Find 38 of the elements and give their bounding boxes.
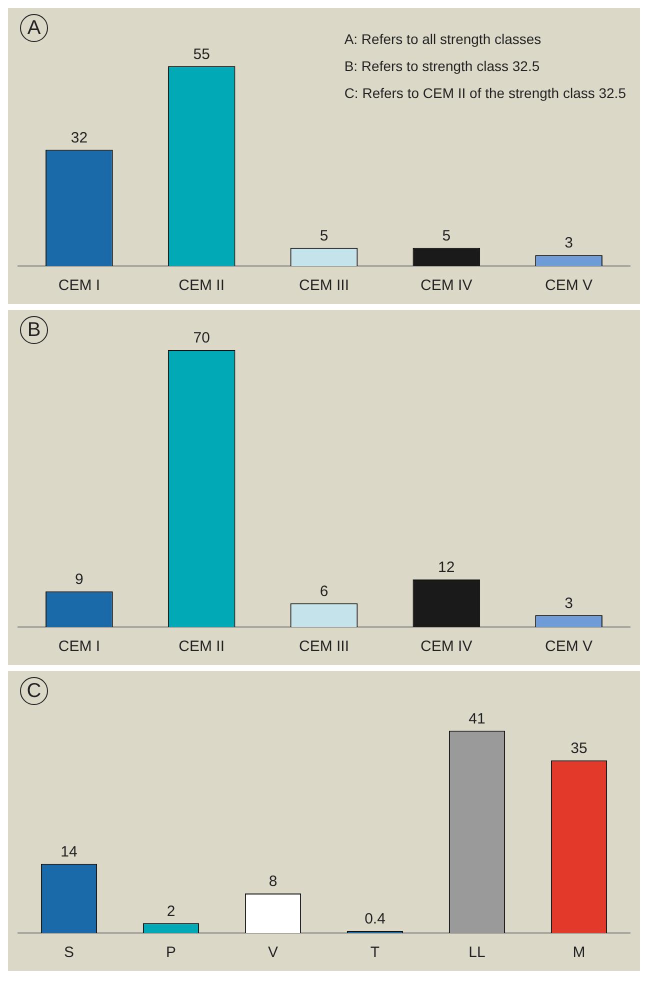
x-tick-label: CEM V bbox=[545, 638, 593, 656]
x-tick-label: LL bbox=[468, 944, 486, 962]
annotation: C: Refers to CEM II of the strength class 32.5 bbox=[344, 84, 626, 103]
text: A: Refers to all strength classes bbox=[344, 30, 542, 49]
data-label: 3 bbox=[564, 234, 573, 252]
data-label: 6 bbox=[320, 582, 328, 600]
x-tick-label: P bbox=[166, 944, 176, 962]
data-label: 9 bbox=[75, 571, 84, 588]
x-tick-label: CEM III bbox=[298, 277, 350, 294]
data-label: 5 bbox=[320, 227, 328, 244]
x-tick-label: CEM II bbox=[178, 638, 225, 656]
x-tick-label: V bbox=[268, 944, 278, 962]
data-label: 5 bbox=[442, 227, 451, 244]
data-label: 70 bbox=[193, 330, 210, 347]
data-label: 35 bbox=[570, 740, 588, 757]
data-label: 8 bbox=[268, 873, 278, 890]
x-tick-label: T bbox=[370, 944, 380, 962]
data-label: 41 bbox=[468, 710, 486, 728]
data-label: 55 bbox=[193, 46, 210, 63]
data-label: 32 bbox=[70, 129, 88, 146]
chart-title: C bbox=[20, 677, 48, 705]
x-tick-label: CEM IV bbox=[420, 638, 472, 656]
data-label: 0.4 bbox=[364, 910, 386, 928]
chart-title: B bbox=[20, 316, 48, 344]
chart-title: A bbox=[20, 14, 48, 42]
annotation: B: Refers to strength class 32.5 bbox=[344, 57, 541, 76]
data-label: 14 bbox=[60, 844, 78, 861]
x-tick-label: CEM I bbox=[58, 638, 100, 656]
x-tick-label: M bbox=[572, 944, 586, 962]
x-tick-label: CEM IV bbox=[420, 277, 472, 294]
data-label: 2 bbox=[166, 902, 176, 920]
x-tick-label: CEM III bbox=[298, 638, 350, 656]
x-tick-label: S bbox=[64, 944, 74, 962]
x-tick-label: CEM II bbox=[178, 277, 225, 294]
data-label: 12 bbox=[438, 559, 455, 576]
x-tick-label: CEM V bbox=[545, 277, 593, 294]
data-label: 3 bbox=[564, 594, 573, 612]
x-tick-label: CEM I bbox=[58, 277, 100, 294]
